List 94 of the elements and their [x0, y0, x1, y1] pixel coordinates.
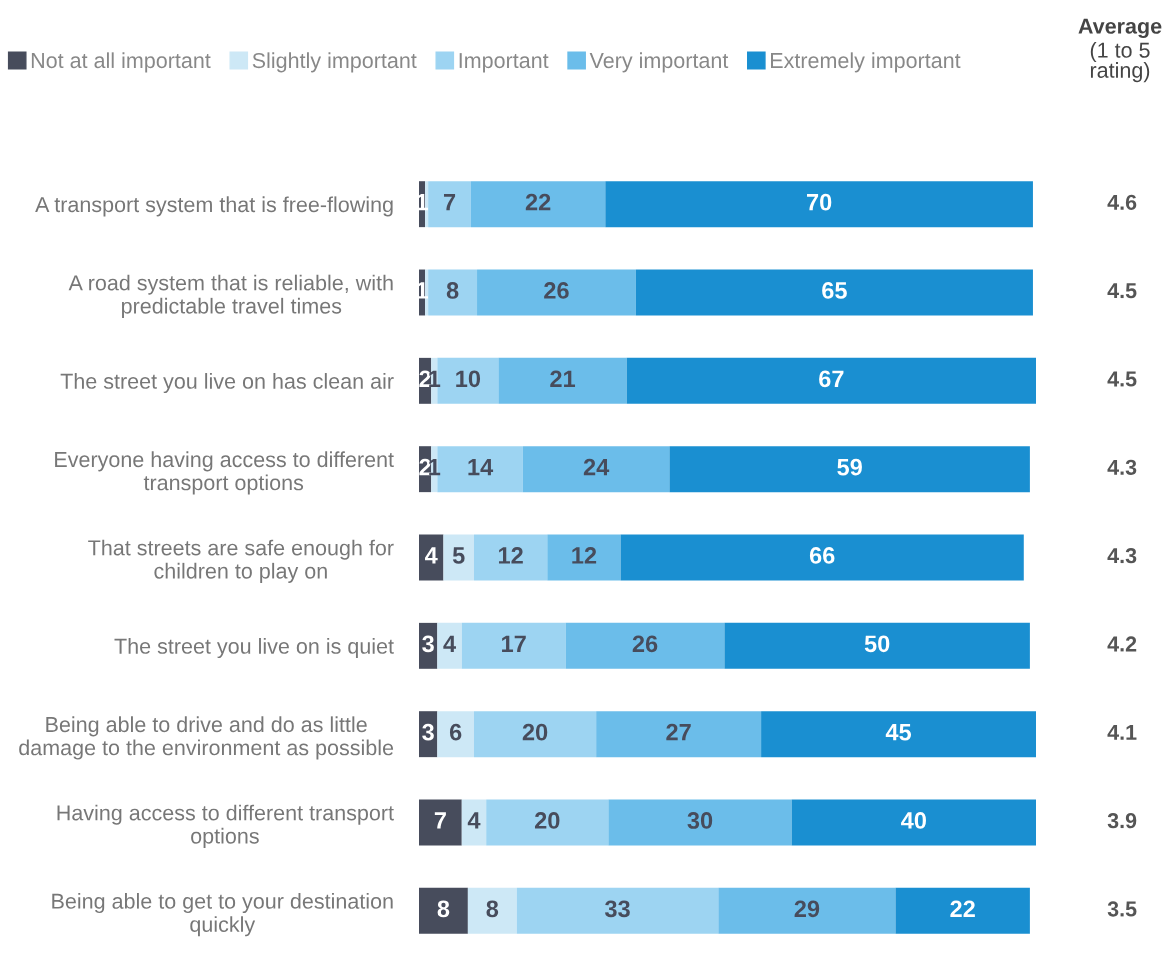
data-label: 30	[687, 812, 713, 829]
bar	[473, 711, 597, 758]
bar	[419, 887, 468, 934]
bar	[761, 711, 1036, 758]
text: 4.2	[1107, 636, 1137, 652]
y-tick-label: Being able to get to your destination quickly	[52, 893, 393, 937]
bar	[605, 181, 1033, 228]
y-tick-label: The street you live on has clean air	[60, 373, 394, 394]
data-label: 65	[822, 282, 847, 299]
y-tick-label: A transport system that is free-flowing	[35, 196, 393, 217]
bar	[437, 711, 474, 758]
y-tick-label: That streets are safe enough for children to play on	[88, 539, 394, 583]
bar	[437, 622, 462, 669]
bar	[718, 887, 896, 934]
legend-label: Important	[459, 53, 549, 73]
bar	[724, 622, 1030, 669]
data-label: 40	[901, 812, 926, 829]
data-label: 67	[819, 370, 844, 388]
data-label: 45	[885, 724, 912, 741]
bar	[428, 181, 471, 228]
bar	[608, 799, 792, 846]
data-label: 26	[632, 635, 658, 653]
data-label: 4	[467, 812, 481, 829]
bar	[565, 622, 725, 669]
bar	[516, 887, 719, 934]
text: 4.6	[1107, 194, 1137, 210]
data-label: 8	[486, 900, 499, 918]
text: 4.5	[1107, 371, 1137, 387]
data-label: 4	[443, 635, 456, 652]
text: 4.3	[1107, 548, 1137, 564]
data-label: 5	[452, 547, 465, 564]
legend-label: Slightly important	[252, 52, 417, 73]
bar	[467, 887, 517, 934]
text: Average (1 to 5 rating)	[1078, 18, 1162, 83]
data-label: 7	[434, 812, 446, 829]
data-label: 66	[809, 547, 835, 564]
bar	[461, 622, 566, 669]
data-label: 22	[950, 900, 975, 917]
data-label: 21	[550, 370, 576, 387]
text: 4.3	[1107, 459, 1137, 475]
data-label: 20	[522, 723, 548, 741]
text: 3.5	[1107, 901, 1137, 917]
data-label: 2	[419, 370, 431, 387]
y-tick-label: Everyone having access to different transport options	[55, 451, 394, 495]
data-label: 33	[604, 900, 630, 918]
bar	[470, 181, 606, 228]
data-label: 59	[837, 458, 862, 476]
data-label: 29	[794, 900, 820, 918]
bar	[547, 534, 621, 581]
y-tick-label: The street you live on is quiet	[114, 638, 394, 659]
data-label: 12	[572, 547, 597, 564]
data-label: 4	[425, 547, 438, 564]
bar	[419, 799, 462, 846]
data-label: 17	[502, 635, 526, 652]
data-label: 27	[666, 723, 691, 741]
data-label: 7	[443, 194, 456, 211]
data-label: 8	[437, 900, 450, 918]
bar	[477, 269, 636, 316]
data-label: 3	[422, 635, 434, 653]
bar	[596, 711, 762, 758]
data-label: 14	[468, 459, 494, 476]
y-tick-label: Having access to different transport options	[57, 804, 394, 848]
bar	[895, 887, 1030, 934]
data-label: 8	[446, 282, 459, 299]
text: 4.1	[1107, 724, 1137, 740]
data-label: 2	[419, 458, 431, 476]
bar	[669, 446, 1030, 493]
bar	[620, 534, 1024, 581]
data-label: 3	[422, 723, 434, 741]
y-tick-label: A road system that is reliable, with predictable travel times	[68, 274, 393, 318]
data-label: 12	[498, 547, 523, 564]
bar	[498, 357, 627, 404]
legend-label: Very important	[589, 52, 729, 73]
bar	[473, 534, 548, 581]
bar	[428, 269, 478, 316]
data-label: 6	[449, 723, 462, 741]
bar	[626, 357, 1036, 404]
legend-label: Not at all important	[31, 52, 211, 73]
bar	[522, 446, 670, 493]
legend-label: Extremely important	[771, 52, 961, 73]
data-label: 50	[864, 635, 890, 653]
text: 4.5	[1107, 283, 1137, 299]
data-label: 22	[525, 193, 551, 211]
bar	[791, 799, 1036, 846]
data-label: 70	[807, 193, 832, 211]
data-label: 20	[534, 812, 560, 829]
data-label: 10	[456, 370, 481, 388]
bar	[443, 534, 474, 581]
text: 3.9	[1107, 813, 1137, 829]
y-tick-label: Being able to drive and do as little damage to the environment as possible	[19, 716, 394, 760]
data-label: 24	[583, 458, 610, 476]
data-label: 26	[544, 282, 569, 299]
bar	[635, 269, 1033, 316]
bar	[486, 799, 609, 846]
